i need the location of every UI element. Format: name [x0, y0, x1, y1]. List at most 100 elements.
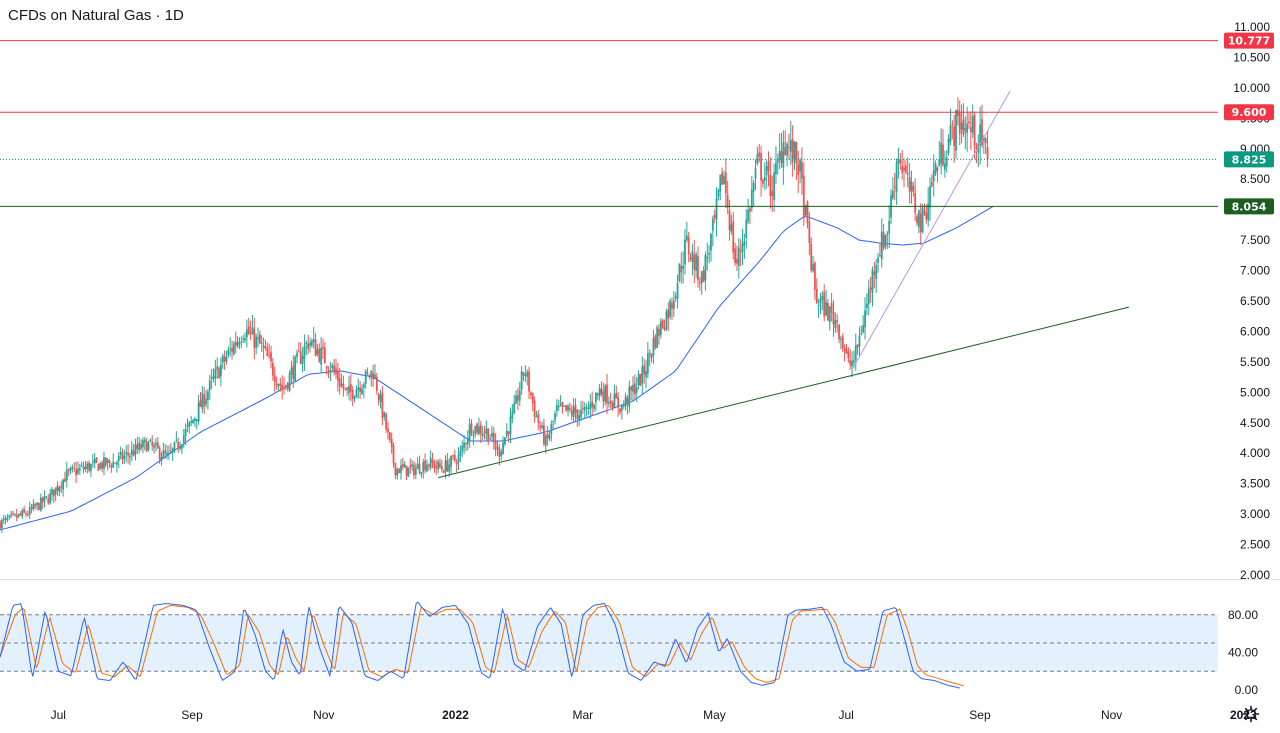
- price-tag-bg: [1224, 32, 1274, 49]
- candle: [424, 453, 426, 474]
- candle: [344, 387, 347, 392]
- candle-body: [776, 158, 779, 163]
- candle: [509, 407, 512, 444]
- candle: [435, 459, 438, 475]
- candle: [691, 244, 694, 276]
- candle-body: [897, 159, 900, 164]
- candle-body: [904, 165, 907, 173]
- candle: [104, 457, 107, 468]
- candle: [446, 452, 449, 473]
- candle-body: [30, 507, 33, 509]
- candle: [155, 438, 157, 452]
- candle-body: [78, 467, 81, 471]
- price-axis[interactable]: 2.000 2.500 3.000 3.500 4.000 4.500 5.000 5.500…: [1228, 20, 1270, 697]
- candle: [333, 358, 336, 376]
- trendline-short-term-trend[interactable]: [854, 90, 1011, 366]
- candle-body: [630, 386, 633, 391]
- candle-body: [127, 452, 129, 456]
- candle: [247, 317, 250, 336]
- candle: [520, 366, 523, 395]
- gear-icon[interactable]: [1242, 705, 1260, 723]
- candle-body: [364, 370, 367, 384]
- y-tick-label: 4.000: [1240, 446, 1270, 460]
- x-tick-label: Nov: [1101, 708, 1122, 722]
- candle-body: [659, 321, 662, 336]
- candle-body: [491, 432, 493, 437]
- candle-body: [801, 161, 803, 179]
- candle: [114, 462, 116, 464]
- candle-body: [251, 327, 254, 335]
- candle: [747, 198, 749, 225]
- candle: [112, 453, 115, 469]
- candle: [240, 336, 243, 349]
- candle: [297, 342, 300, 353]
- candle-body: [270, 352, 272, 362]
- candle: [349, 374, 352, 402]
- candle-body: [929, 185, 931, 208]
- candle: [739, 239, 742, 267]
- candle-body: [322, 346, 324, 349]
- candle-body: [205, 398, 207, 405]
- candle: [628, 380, 631, 413]
- candle-body: [45, 496, 48, 498]
- candle-body: [775, 162, 777, 175]
- candle: [132, 443, 135, 457]
- time-axis[interactable]: Jul Sep Nov 2022 Mar May Jul Sep Nov 2023: [51, 708, 1257, 722]
- candle: [511, 404, 514, 424]
- candle-body: [678, 263, 681, 281]
- candle-body: [132, 450, 135, 456]
- candle-body: [340, 383, 343, 386]
- candle-body: [433, 462, 436, 469]
- candle-body: [845, 349, 848, 354]
- candle: [762, 178, 764, 188]
- candle: [812, 255, 814, 273]
- price-tag-resistance: 9.600: [1224, 104, 1274, 121]
- candle-body: [283, 387, 285, 389]
- candle-body: [260, 342, 263, 344]
- candle-body: [335, 368, 337, 375]
- candle-body: [750, 189, 753, 209]
- candle-body: [136, 444, 139, 449]
- candle: [698, 277, 701, 291]
- candle-body: [568, 408, 571, 410]
- candle: [62, 478, 65, 497]
- candle: [411, 459, 414, 472]
- candle-body: [169, 450, 172, 452]
- candle: [414, 463, 417, 479]
- candle: [546, 426, 549, 446]
- candle: [188, 421, 191, 434]
- candle: [923, 203, 926, 217]
- candle-body: [903, 167, 905, 170]
- candle: [853, 350, 855, 369]
- candle: [127, 444, 129, 464]
- trendline-rising-support[interactable]: [438, 306, 1130, 479]
- candle: [583, 402, 586, 419]
- candle-body: [559, 404, 562, 406]
- candle-body: [481, 433, 484, 437]
- candle: [325, 365, 328, 375]
- candle-body: [142, 440, 144, 448]
- candle: [431, 452, 434, 469]
- candle: [299, 342, 302, 365]
- candle-body: [362, 384, 365, 388]
- candle: [160, 451, 163, 466]
- candle-body: [672, 300, 675, 310]
- candle: [832, 300, 835, 337]
- candle-body: [234, 342, 237, 346]
- candle-body: [210, 377, 213, 379]
- candle: [15, 508, 18, 522]
- candle: [652, 329, 655, 365]
- candle-body: [916, 216, 918, 224]
- trendlines-layer: [438, 90, 1130, 479]
- candle: [253, 318, 256, 360]
- candle-body: [860, 333, 863, 335]
- y-tick-label: 2.500: [1240, 538, 1270, 552]
- candle-body: [60, 486, 63, 488]
- candle: [622, 400, 625, 410]
- candle: [43, 490, 46, 508]
- candle: [875, 259, 878, 293]
- candle: [470, 419, 473, 436]
- candle-body: [504, 437, 506, 445]
